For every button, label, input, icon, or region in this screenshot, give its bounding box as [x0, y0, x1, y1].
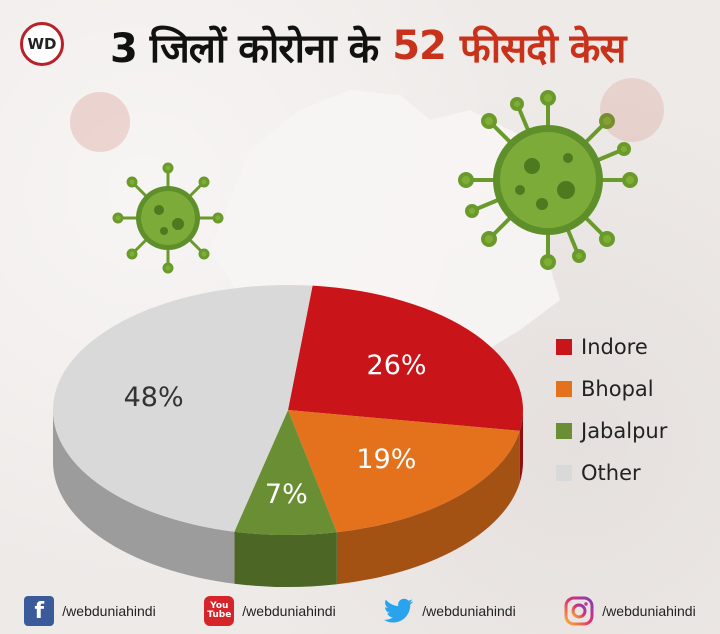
youtube-icon-line2: Tube — [207, 610, 232, 620]
legend-item-other: Other — [556, 452, 667, 494]
virus-faded-right-icon — [600, 78, 664, 142]
legend-label-jabalpur: Jabalpur — [581, 419, 668, 443]
pie-slice-other — [52, 284, 313, 532]
facebook-icon[interactable]: f — [24, 596, 55, 626]
pie-slice-bhopal — [288, 410, 520, 533]
pie-label-other: 48% — [124, 382, 184, 413]
instagram-handle[interactable]: /webduniahindi — [602, 603, 696, 619]
virus-faded-left-icon — [70, 92, 130, 152]
pie-label-indore: 26% — [367, 350, 427, 381]
youtube-icon-line1: You — [210, 601, 229, 611]
virus-large-icon — [458, 90, 638, 270]
title-number: 52 — [392, 23, 447, 69]
social-facebook[interactable]: f /webduniahindi — [24, 596, 156, 626]
legend-swatch-other — [556, 465, 572, 481]
twitter-icon[interactable] — [384, 596, 414, 626]
pie-side-other-0 — [53, 410, 235, 584]
pie-side-bhopal-0 — [336, 430, 520, 585]
pie-side-indore-0 — [519, 410, 523, 483]
chart-legend: Indore Bhopal Jabalpur Other — [556, 326, 667, 494]
pie-label-bhopal: 19% — [356, 444, 416, 475]
legend-swatch-jabalpur — [556, 423, 572, 439]
facebook-handle[interactable]: /webduniahindi — [62, 603, 156, 619]
pie-label-jabalpur: 7% — [265, 479, 308, 510]
pie-slice-jabalpur — [234, 410, 337, 535]
twitter-handle[interactable]: /webduniahindi — [422, 603, 516, 619]
social-footer: f /webduniahindi You Tube /webduniahindi… — [0, 588, 720, 634]
youtube-icon[interactable]: You Tube — [204, 596, 235, 626]
pie-side-jabalpur-0 — [234, 531, 337, 587]
youtube-handle[interactable]: /webduniahindi — [242, 603, 336, 619]
legend-label-other: Other — [581, 461, 641, 485]
legend-label-bhopal: Bhopal — [581, 377, 654, 401]
legend-item-indore: Indore — [556, 326, 667, 368]
social-twitter[interactable]: /webduniahindi — [384, 596, 516, 626]
instagram-icon[interactable] — [564, 596, 594, 626]
legend-item-bhopal: Bhopal — [556, 368, 667, 410]
virus-small-icon — [112, 162, 224, 274]
legend-item-jabalpur: Jabalpur — [556, 410, 667, 452]
title-part2: फीसदी केस — [459, 25, 627, 72]
webdunia-logo: WD — [20, 22, 64, 66]
social-youtube[interactable]: You Tube /webduniahindi — [204, 596, 336, 626]
logo-text: WD — [27, 35, 57, 53]
legend-label-indore: Indore — [581, 335, 648, 359]
social-instagram[interactable]: /webduniahindi — [564, 596, 696, 626]
title-part1: 3 जिलों कोरोना के — [110, 25, 379, 72]
legend-swatch-bhopal — [556, 381, 572, 397]
pie-slice-indore — [288, 285, 523, 431]
page-title: 3 जिलों कोरोना के 52 फीसदी केस — [110, 16, 627, 76]
legend-swatch-indore — [556, 339, 572, 355]
header: WD 3 जिलों कोरोना के 52 फीसदी केस — [0, 0, 720, 90]
